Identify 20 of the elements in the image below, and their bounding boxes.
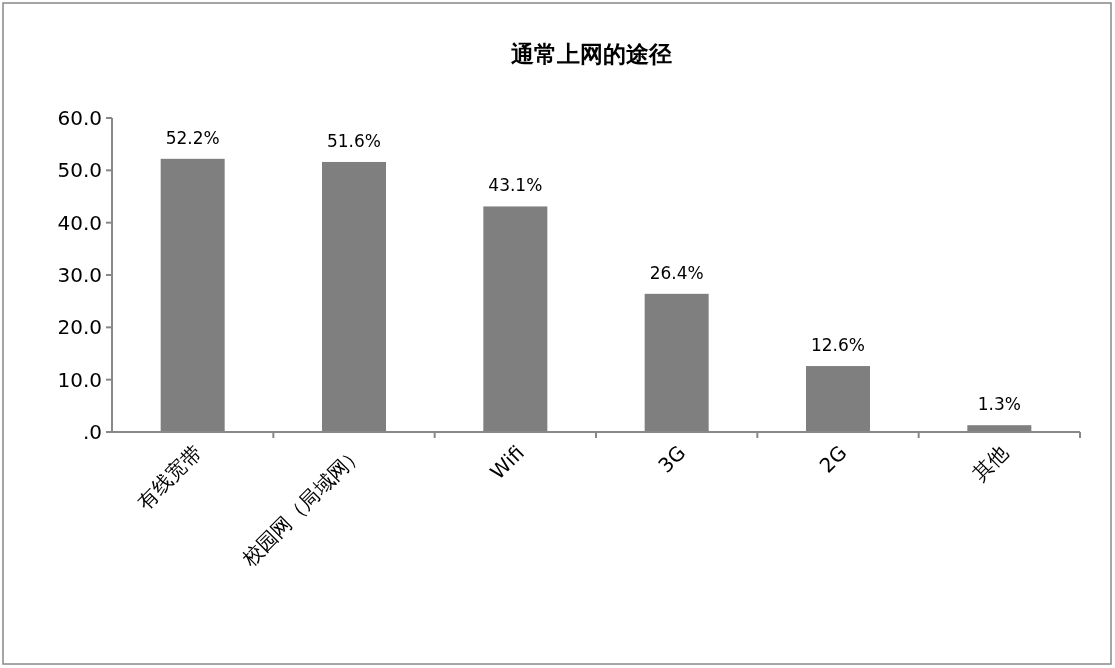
x-tick-label: 校园网（局域网） <box>236 440 368 572</box>
data-label: 12.6% <box>810 335 866 356</box>
chart-title: 通常上网的途径 <box>509 41 672 67</box>
data-label: 26.4% <box>649 262 704 283</box>
data-label: 52.2% <box>165 127 220 148</box>
x-tick-label: 其他 <box>967 440 1013 486</box>
y-tick-label: 20.0 <box>57 315 102 340</box>
y-tick-label: 30.0 <box>57 263 102 287</box>
y-tick-label: 40.0 <box>57 210 102 235</box>
data-label: 1.3% <box>977 394 1021 415</box>
y-tick-label: 50.0 <box>57 158 102 183</box>
x-tick-label: 2G <box>814 440 852 478</box>
data-label: 51.6% <box>326 130 382 151</box>
x-tick-label: Wifi <box>485 440 529 485</box>
x-tick-label: 有线宽带 <box>132 440 207 515</box>
y-tick-label: 10.0 <box>57 367 102 392</box>
y-tick-label: .0 <box>82 420 102 444</box>
y-tick-label: 60.0 <box>57 106 102 130</box>
x-tick-label: 3G <box>653 440 691 478</box>
data-label: 43.1% <box>488 175 543 196</box>
